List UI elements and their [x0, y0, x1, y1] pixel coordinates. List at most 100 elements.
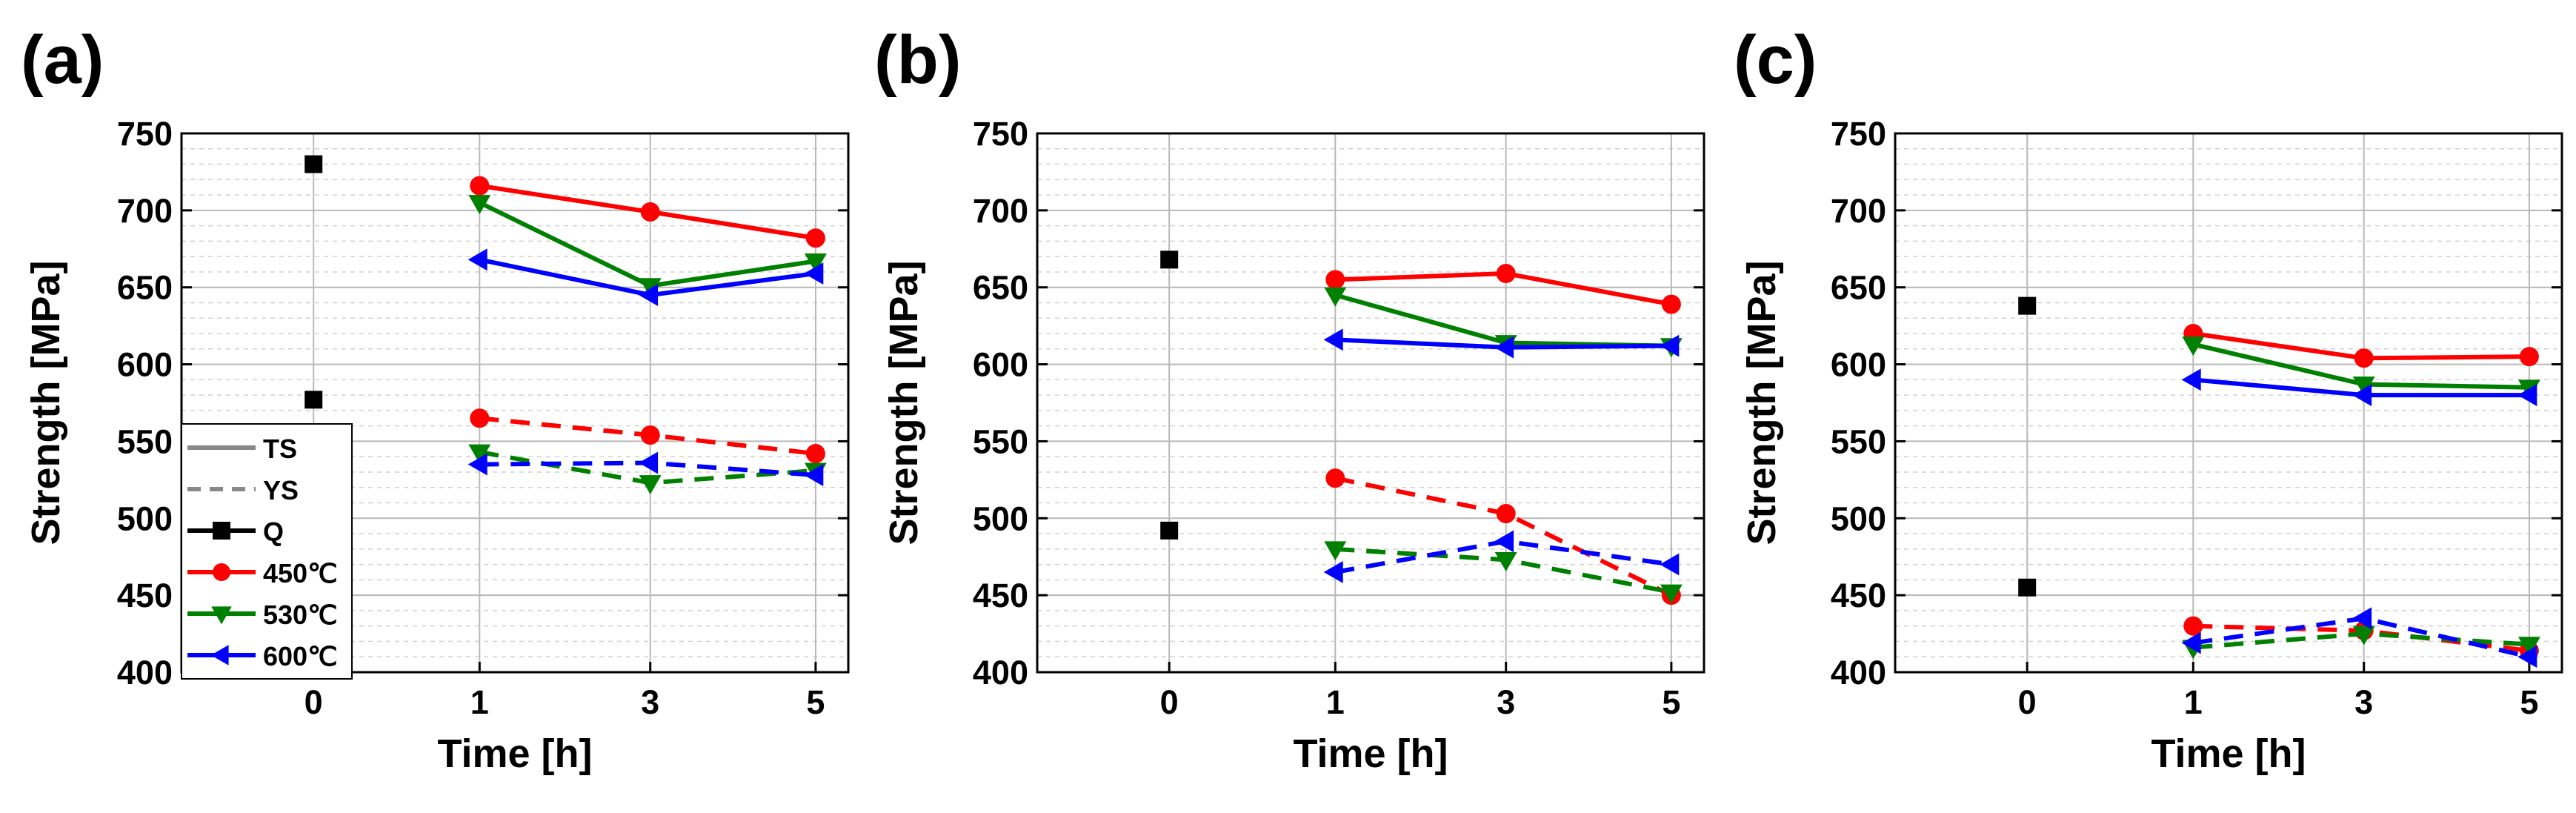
y-tick-label: 500 [973, 500, 1028, 537]
series-530c-ys [2182, 625, 2540, 660]
panel-label: (c) [1734, 22, 1817, 98]
series-450c-ys [470, 408, 825, 464]
x-tick-label: 1 [2184, 683, 2203, 721]
data-point [2352, 625, 2375, 646]
x-tick-label: 5 [1662, 683, 1680, 721]
x-axis-label: Time [h] [2151, 731, 2306, 776]
x-tick-label: 3 [2354, 683, 2373, 721]
data-point [468, 444, 491, 464]
data-point [639, 475, 662, 495]
data-point [1494, 530, 1514, 553]
series-600c-ts [467, 248, 824, 307]
data-point [2354, 348, 2374, 368]
data-point [467, 248, 487, 271]
series-600c-ys [467, 451, 824, 487]
data-point [1325, 270, 1345, 290]
y-tick-label: 700 [117, 192, 173, 230]
legend-marker [213, 522, 230, 540]
data-point [639, 451, 659, 474]
data-point [2181, 368, 2201, 391]
y-tick-label: 500 [117, 500, 173, 537]
y-tick-label: 650 [1831, 269, 1886, 307]
data-point [2183, 616, 2203, 636]
y-tick-label: 450 [973, 577, 1028, 614]
series-450c-ts [470, 176, 825, 248]
data-point [470, 408, 490, 428]
q-point [2018, 296, 2037, 315]
y-tick-label: 450 [1831, 577, 1886, 614]
data-point [1325, 468, 1345, 488]
data-point [467, 453, 487, 476]
y-tick-label: 400 [117, 654, 173, 691]
data-point [1660, 553, 1680, 576]
series-530c-ys [1324, 541, 1683, 604]
data-point [2517, 637, 2540, 657]
y-tick-label: 700 [973, 192, 1028, 230]
data-point [470, 176, 490, 196]
legend-label: 530℃ [263, 600, 338, 630]
series-600c-ys [2181, 607, 2537, 668]
plot-frame [1894, 132, 2563, 674]
x-tick-label: 3 [641, 683, 659, 721]
x-tick-label: 1 [1326, 683, 1345, 721]
y-tick-label: 550 [117, 422, 173, 460]
series-530c-ys [468, 444, 827, 495]
series-530c-ts [2182, 336, 2540, 399]
data-point [1496, 504, 1516, 524]
data-point [2519, 347, 2539, 367]
data-point [639, 278, 662, 298]
y-tick-label: 750 [117, 115, 173, 153]
y-tick-label: 450 [117, 577, 173, 614]
y-tick-label: 600 [973, 346, 1028, 384]
x-tick-label: 0 [1160, 683, 1179, 721]
x-tick-label: 5 [2520, 683, 2538, 721]
legend: TS YS Q 450℃ 530℃ 600℃ [181, 423, 353, 680]
data-point [804, 253, 827, 273]
panel-a: (a) 400 450 500 550 600 650 700 750 0 1 3 5 Time [h] S… [21, 22, 850, 776]
y-tick-label: 500 [1831, 500, 1886, 537]
data-point [639, 284, 659, 307]
series-600c-ts [1323, 328, 1680, 359]
q-point [2018, 578, 2037, 597]
series-450c-ts [1325, 264, 1681, 314]
data-point [640, 202, 660, 222]
data-point [2182, 336, 2205, 356]
y-tick-label: 400 [973, 654, 1028, 691]
q-point [1160, 521, 1179, 540]
data-point [2517, 646, 2537, 668]
x-tick-label: 5 [806, 683, 825, 721]
data-point [1661, 294, 1681, 314]
y-tick-label: 700 [1831, 192, 1886, 230]
y-axis-label: Strength [MPa] [24, 261, 68, 545]
series-450c-ts [2183, 324, 2539, 368]
series-600c-ys [1323, 530, 1680, 583]
data-point [640, 425, 660, 445]
data-point [1660, 584, 1683, 604]
data-point [1496, 264, 1516, 284]
panel-label: (a) [21, 22, 104, 98]
data-point [1660, 334, 1680, 357]
data-point [1323, 328, 1343, 351]
plot-frame [180, 132, 850, 674]
y-axis-label: Strength [MPa] [882, 261, 926, 545]
series-600c-ts [2181, 368, 2537, 407]
legend-label: Q [263, 517, 284, 547]
legend-marker [211, 606, 232, 625]
data-point [2352, 376, 2375, 396]
data-point [1324, 541, 1347, 561]
x-tick-label: 1 [470, 683, 489, 721]
legend-label: 600℃ [263, 641, 338, 671]
q-point [304, 391, 323, 409]
y-tick-label: 550 [973, 422, 1028, 460]
legend-label: 450℃ [263, 558, 338, 588]
legend-marker [213, 563, 230, 581]
y-tick-label: 600 [117, 346, 173, 384]
data-point [1323, 561, 1343, 583]
data-point [804, 262, 824, 285]
legend-marker [210, 645, 229, 666]
x-tick-label: 0 [304, 683, 323, 721]
y-tick-label: 550 [1831, 422, 1886, 460]
series-530c-ts [468, 195, 827, 298]
